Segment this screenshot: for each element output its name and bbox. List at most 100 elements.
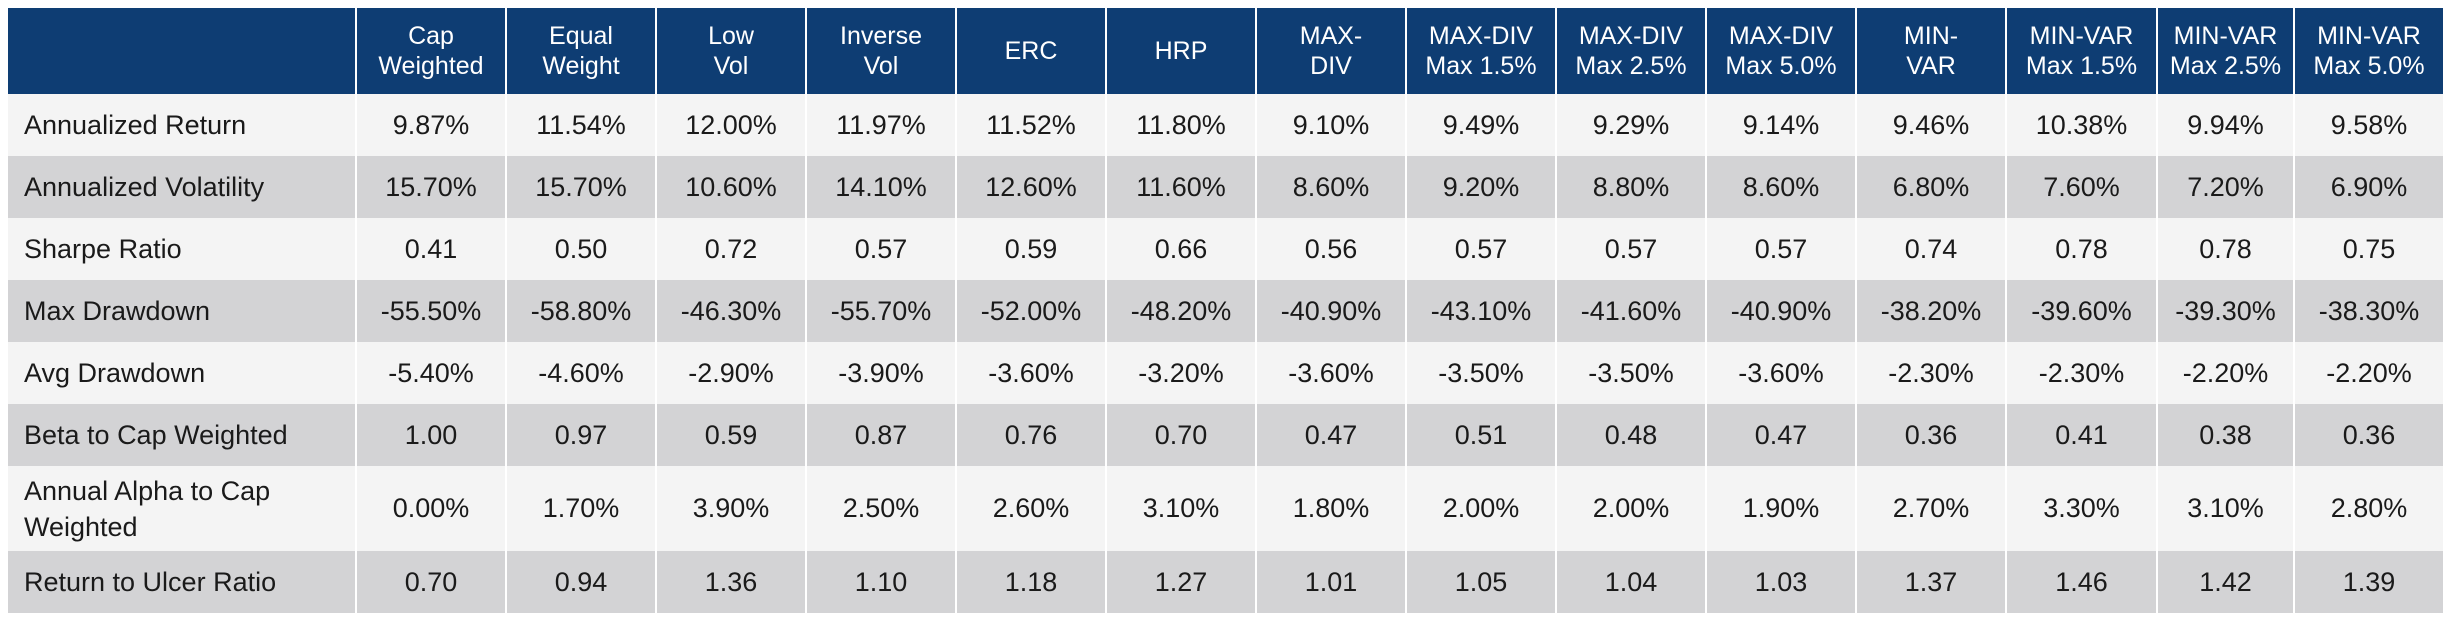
table-cell: 6.80%	[1856, 156, 2007, 218]
table-cell: 0.50	[506, 218, 657, 280]
table-cell: 15.70%	[506, 156, 657, 218]
table-cell: 0.94	[506, 551, 657, 613]
table-cell: -38.30%	[2294, 280, 2443, 342]
table-cell: 11.54%	[506, 94, 657, 156]
table-cell: -3.60%	[1256, 342, 1407, 404]
column-header: MAX- DIV	[1256, 8, 1407, 94]
table-row: Annualized Return 9.87% 11.54% 12.00% 11.97%…	[8, 94, 2443, 156]
column-header: ERC	[956, 8, 1107, 94]
table-cell: 9.87%	[356, 94, 507, 156]
column-header-line: Cap	[408, 22, 454, 50]
table-cell: 8.60%	[1256, 156, 1407, 218]
table-cell: -3.20%	[1106, 342, 1257, 404]
table-cell: 9.14%	[1706, 94, 1857, 156]
table-cell: 0.70	[1106, 404, 1257, 466]
table-cell: 0.36	[1856, 404, 2007, 466]
table-cell: 0.47	[1706, 404, 1857, 466]
row-label-line: Annualized Volatility	[24, 172, 265, 202]
table-cell: -48.20%	[1106, 280, 1257, 342]
table-cell: 10.60%	[656, 156, 807, 218]
table-cell: -41.60%	[1556, 280, 1707, 342]
table-cell: -2.90%	[656, 342, 807, 404]
table-cell: 1.27	[1106, 551, 1257, 613]
column-header: MAX-DIV Max 2.5%	[1556, 8, 1707, 94]
column-header-line: Max 2.5%	[1575, 52, 1687, 80]
column-header-line: MAX-	[1299, 22, 1363, 50]
table-cell: 1.37	[1856, 551, 2007, 613]
table-cell: 9.49%	[1406, 94, 1557, 156]
table-cell: -3.60%	[956, 342, 1107, 404]
row-label: Sharpe Ratio	[8, 218, 357, 280]
table-cell: 10.38%	[2006, 94, 2158, 156]
column-header-line: Vol	[713, 52, 749, 80]
table-cell: -39.30%	[2157, 280, 2295, 342]
table-cell: 0.36	[2294, 404, 2443, 466]
table-cell: 3.10%	[2157, 466, 2295, 551]
table-cell: 0.57	[1406, 218, 1557, 280]
table-cell: 2.50%	[806, 466, 957, 551]
table-cell: -3.50%	[1406, 342, 1557, 404]
column-header: MIN- VAR	[1856, 8, 2007, 94]
column-header-line: Max 1.5%	[1425, 52, 1537, 80]
table-cell: 11.52%	[956, 94, 1107, 156]
table-cell: 2.60%	[956, 466, 1107, 551]
table-cell: 0.47	[1256, 404, 1407, 466]
column-header: Inverse Vol	[806, 8, 957, 94]
table-row: Annual Alpha to Cap Weighted 0.00% 1.70% 3.9…	[8, 466, 2443, 551]
table-cell: 1.10	[806, 551, 957, 613]
table-cell: 1.01	[1256, 551, 1407, 613]
column-header-line: Vol	[863, 52, 899, 80]
table-cell: -38.20%	[1856, 280, 2007, 342]
table-cell: 8.80%	[1556, 156, 1707, 218]
header-corner-cell	[8, 8, 357, 94]
table-cell: 1.36	[656, 551, 807, 613]
column-header-line: Weight	[542, 52, 620, 80]
table-row: Return to Ulcer Ratio 0.70 0.94 1.36 1.10 1.1…	[8, 551, 2443, 613]
column-header: Low Vol	[656, 8, 807, 94]
column-header: Cap Weighted	[356, 8, 507, 94]
table-cell: 2.80%	[2294, 466, 2443, 551]
table-cell: 3.90%	[656, 466, 807, 551]
table-cell: 1.42	[2157, 551, 2295, 613]
table-cell: -4.60%	[506, 342, 657, 404]
column-header: MIN-VAR Max 2.5%	[2157, 8, 2295, 94]
row-label: Beta to Cap Weighted	[8, 404, 357, 466]
table-cell: -2.30%	[1856, 342, 2007, 404]
row-label: Annualized Volatility	[8, 156, 357, 218]
table-cell: 9.58%	[2294, 94, 2443, 156]
metrics-table-container: Cap Weighted Equal Weight Low Vol Inverse Vol ER…	[8, 8, 2443, 613]
table-cell: 8.60%	[1706, 156, 1857, 218]
column-header-line: MAX-DIV	[1578, 22, 1684, 50]
table-cell: 1.46	[2006, 551, 2158, 613]
column-header: MIN-VAR Max 1.5%	[2006, 8, 2158, 94]
table-cell: -46.30%	[656, 280, 807, 342]
table-cell: 7.20%	[2157, 156, 2295, 218]
column-header-line: MIN-VAR	[2029, 22, 2134, 50]
table-row: Avg Drawdown -5.40% -4.60% -2.90% -3.90% -3.6…	[8, 342, 2443, 404]
table-cell: -55.50%	[356, 280, 507, 342]
column-header-line: ERC	[1004, 37, 1058, 65]
column-header-line: Max 1.5%	[2025, 52, 2138, 80]
table-cell: 7.60%	[2006, 156, 2158, 218]
table-cell: 11.60%	[1106, 156, 1257, 218]
performance-metrics-table: Cap Weighted Equal Weight Low Vol Inverse Vol ER…	[8, 8, 2443, 613]
table-cell: 1.70%	[506, 466, 657, 551]
column-header-line: DIV	[1310, 52, 1352, 80]
table-cell: 0.78	[2006, 218, 2158, 280]
column-header-line: Max 5.0%	[1725, 52, 1837, 80]
row-label: Max Drawdown	[8, 280, 357, 342]
table-cell: 3.30%	[2006, 466, 2158, 551]
table-cell: 3.10%	[1106, 466, 1257, 551]
row-label-line: Max Drawdown	[24, 296, 211, 326]
row-label-line: Beta to Cap Weighted	[24, 420, 288, 450]
column-header: MAX-DIV Max 1.5%	[1406, 8, 1557, 94]
table-cell: 12.60%	[956, 156, 1107, 218]
table-cell: -2.20%	[2294, 342, 2443, 404]
table-cell: 0.76	[956, 404, 1107, 466]
table-cell: 0.75	[2294, 218, 2443, 280]
row-label-line: Annualized Return	[24, 110, 247, 140]
table-cell: -3.90%	[806, 342, 957, 404]
table-cell: 0.87	[806, 404, 957, 466]
row-label: Return to Ulcer Ratio	[8, 551, 357, 613]
column-header-line: Weighted	[378, 52, 484, 80]
